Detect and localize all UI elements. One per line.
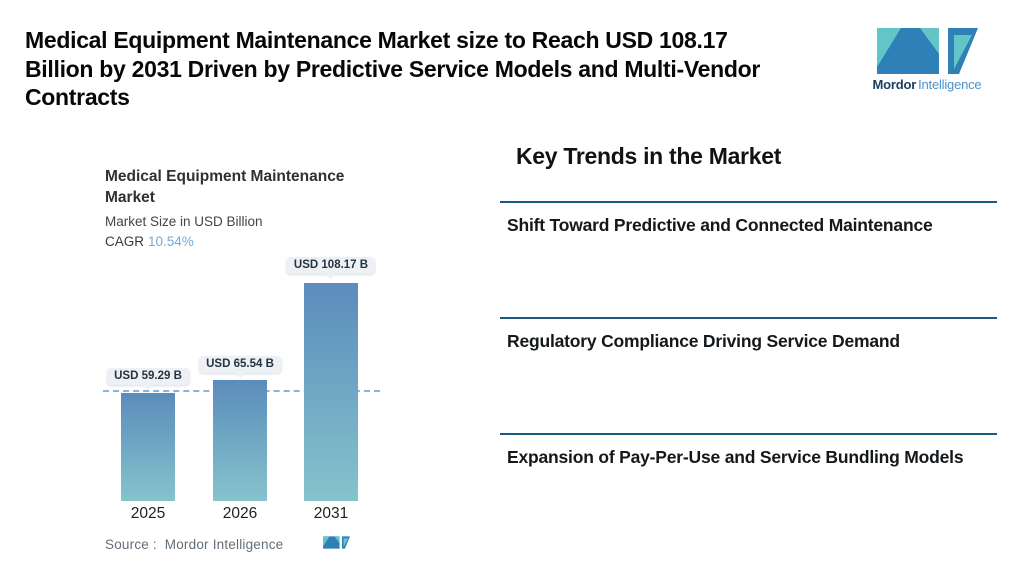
axis-label-2026: 2026 [222,505,258,522]
bar-2025 [121,393,175,501]
trend-text-2: Regulatory Compliance Driving Service De… [507,331,900,351]
trend-divider-1 [500,201,997,203]
brand-name: Mordor Intelligence [871,77,983,92]
bar-2026 [213,380,267,501]
trend-item-3: Expansion of Pay-Per-Use and Service Bun… [500,433,997,470]
brand-logo-block: Mordor Intelligence [871,28,983,92]
chart-cagr: CAGR 10.54% [105,234,194,249]
chart-source: Source : Mordor Intelligence [105,537,284,552]
page-title: Medical Equipment Maintenance Market siz… [25,26,865,112]
brand-name-bold: Mordor [872,77,917,92]
trend-item-1: Shift Toward Predictive and Connected Ma… [500,201,997,238]
brand-name-light: Intelligence [918,77,982,92]
trend-text-1: Shift Toward Predictive and Connected Ma… [507,215,933,235]
chart-title: Medical Equipment Maintenance Market [105,168,345,206]
mordor-intelligence-mini-logo-icon [323,536,350,549]
value-callout-2031: USD 108.17 B [286,257,376,274]
page-title-line-1: Medical Equipment Maintenance Market siz… [25,27,728,53]
page-title-line-3: Contracts [25,84,130,110]
value-callout-2025: USD 59.29 B [107,368,189,385]
bar-2031 [304,283,358,501]
value-callout-2026: USD 65.54 B [199,356,281,373]
trend-divider-2 [500,317,997,319]
cagr-label: CAGR [105,234,145,249]
trends-heading: Key Trends in the Market [516,143,782,169]
page-title-line-2: Billion by 2031 Driven by Predictive Ser… [25,55,760,82]
trend-divider-3 [500,433,997,435]
chart-subtitle: Market Size in USD Billion [105,214,263,229]
mordor-intelligence-logo-icon [876,28,978,74]
trend-text-3: Expansion of Pay-Per-Use and Service Bun… [507,447,964,467]
cagr-value: 10.54% [148,234,194,249]
axis-label-2025: 2025 [130,505,166,522]
trend-item-2: Regulatory Compliance Driving Service De… [500,317,997,354]
axis-label-2031: 2031 [313,505,349,522]
